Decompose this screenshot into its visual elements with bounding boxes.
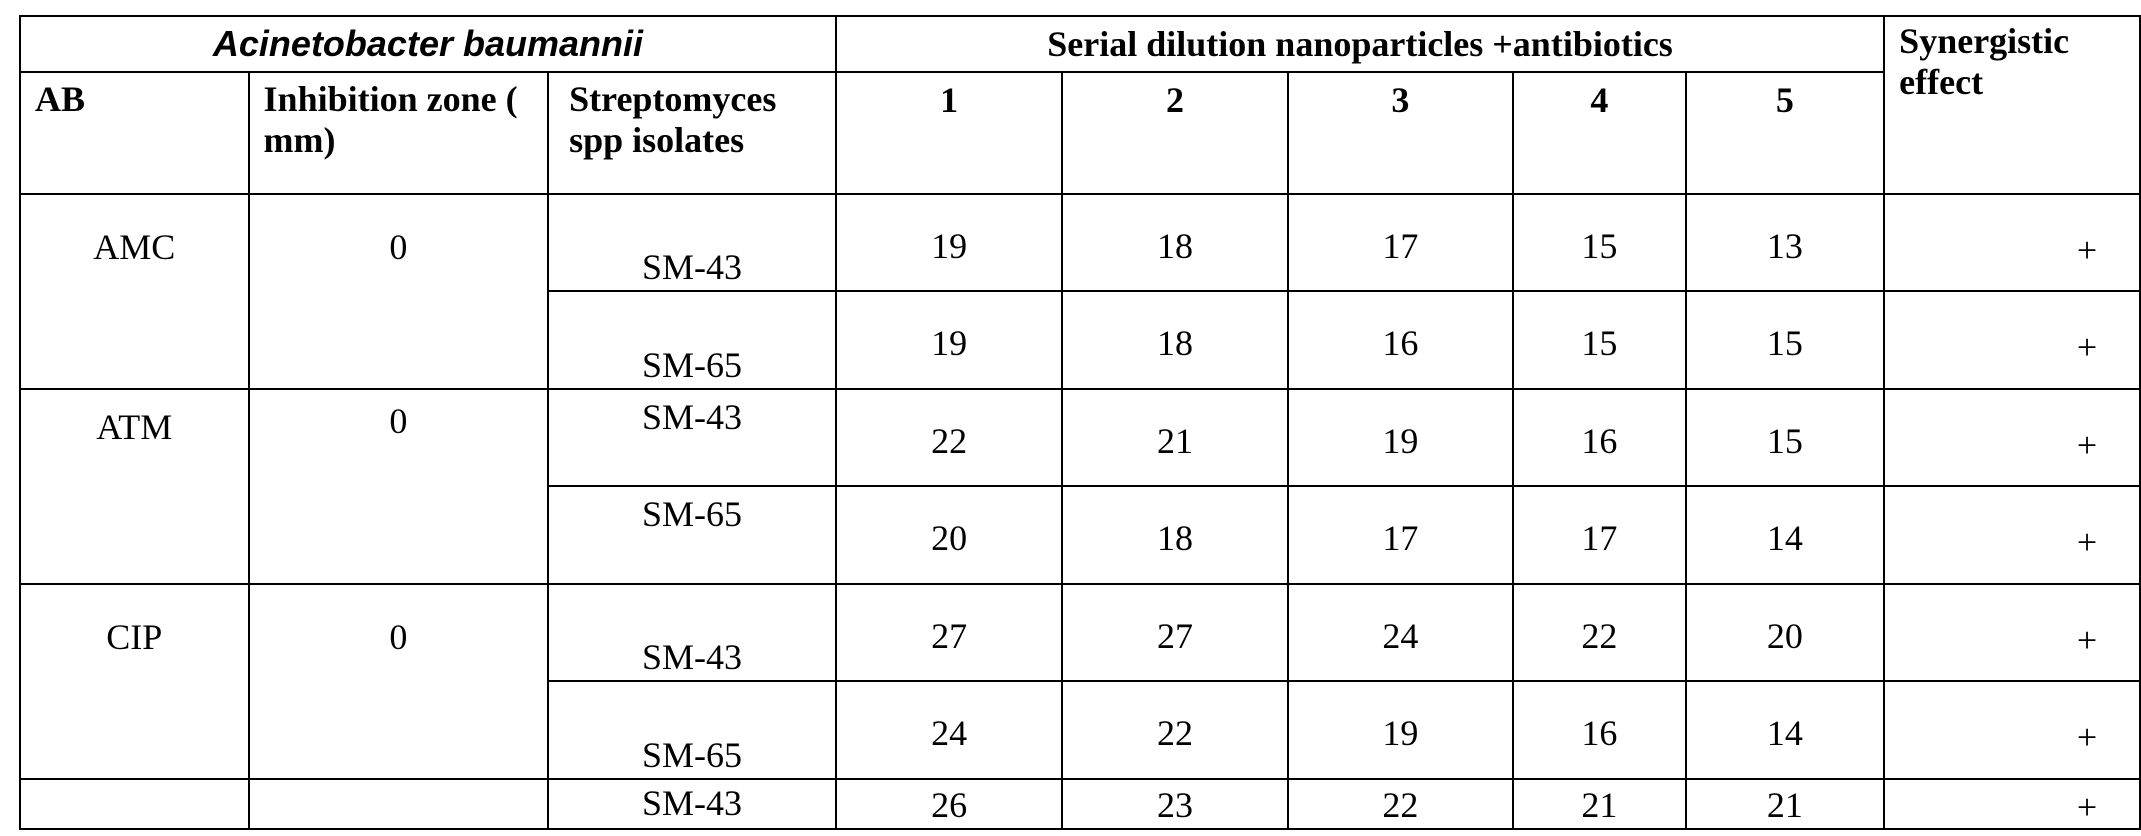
isolate-cell: SM-43	[547, 778, 837, 830]
table-row: CIP 0 SM-43 27 27 24 22 20 +	[19, 583, 2141, 780]
value-cell: 22	[834, 388, 1064, 487]
isolate-cell: SM-65	[547, 680, 837, 780]
value-cell: 27	[1061, 583, 1289, 682]
col-header-dilution-3: 3	[1286, 71, 1515, 195]
value-cell: 24	[1286, 583, 1515, 682]
antibiotic-cell	[19, 778, 250, 830]
synergy-cell: +	[1883, 193, 2141, 292]
value-cell: 15	[1512, 290, 1687, 390]
value-cell: 15	[1684, 290, 1886, 390]
dilution-group-header: Serial dilution nanoparticles +antibioti…	[834, 15, 1886, 73]
value-cell: 19	[834, 193, 1064, 292]
results-table-wrapper: Acinetobacter baumannii Serial dilution …	[19, 15, 2141, 830]
inhibition-zone-cell: 0	[247, 388, 550, 585]
value-cell: 14	[1684, 680, 1886, 780]
value-cell: 22	[1286, 778, 1515, 830]
isolate-cell: SM-65	[547, 290, 837, 390]
value-cell: 21	[1684, 778, 1886, 830]
value-cell: 18	[1061, 193, 1289, 292]
inhibition-zone-cell: 0	[247, 583, 550, 780]
value-cell: 16	[1512, 680, 1687, 780]
value-cell: 19	[1286, 388, 1515, 487]
value-cell: 22	[1061, 680, 1289, 780]
inhibition-zone-cell	[247, 778, 550, 830]
table-row: AMC 0 SM-43 19 18 17 15 13 +	[19, 193, 2141, 390]
col-header-inhibition-zone: Inhibition zone ( mm)	[247, 71, 550, 195]
synergy-cell: +	[1883, 680, 2141, 780]
value-cell: 27	[834, 583, 1064, 682]
value-cell: 19	[834, 290, 1064, 390]
value-cell: 26	[834, 778, 1064, 830]
table-row: ATM 0 SM-43 22 21 19 16 15 +	[19, 388, 2141, 585]
synergy-cell: +	[1883, 388, 2141, 487]
value-cell: 16	[1286, 290, 1515, 390]
value-cell: 17	[1286, 193, 1515, 292]
antibiotic-cell: AMC	[19, 193, 250, 390]
synergy-results-table: Acinetobacter baumannii Serial dilution …	[19, 15, 2141, 830]
synergy-header: Synergistic effect	[1883, 15, 2141, 195]
col-header-dilution-5: 5	[1684, 71, 1886, 195]
synergy-cell: +	[1883, 778, 2141, 830]
isolate-cell: SM-43	[547, 193, 837, 292]
antibiotic-cell: ATM	[19, 388, 250, 585]
table-row: SM-43 26 23 22 21 21 +	[19, 778, 2141, 830]
value-cell: 13	[1684, 193, 1886, 292]
synergy-cell: +	[1883, 485, 2141, 585]
value-cell: 19	[1286, 680, 1515, 780]
value-cell: 17	[1512, 485, 1687, 585]
value-cell: 17	[1286, 485, 1515, 585]
table-row: SM-65 20 18 17 17 14 +	[20, 485, 2141, 585]
header-row-1: Acinetobacter baumannii Serial dilution …	[19, 15, 2141, 195]
organism-header: Acinetobacter baumannii	[19, 15, 837, 73]
header-row-2: AB Inhibition zone ( mm) Streptomyces sp…	[19, 71, 2140, 195]
col-header-dilution-1: 1	[834, 71, 1064, 195]
isolate-cell: SM-43	[547, 583, 837, 682]
value-cell: 16	[1512, 388, 1687, 487]
value-cell: 21	[1512, 778, 1687, 830]
value-cell: 20	[834, 485, 1064, 585]
value-cell: 24	[834, 680, 1064, 780]
value-cell: 18	[1061, 485, 1289, 585]
value-cell: 20	[1684, 583, 1886, 682]
value-cell: 15	[1684, 388, 1886, 487]
antibiotic-cell: CIP	[19, 583, 250, 780]
value-cell: 14	[1684, 485, 1886, 585]
value-cell: 23	[1061, 778, 1289, 830]
isolate-cell: SM-65	[547, 485, 837, 585]
value-cell: 15	[1512, 193, 1687, 292]
table-row: SM-65 24 22 19 16 14 +	[20, 680, 2141, 780]
col-header-ab: AB	[19, 71, 250, 195]
col-header-isolates: Streptomyces spp isolates	[547, 71, 837, 195]
inhibition-zone-cell: 0	[247, 193, 550, 390]
table-row: SM-65 19 18 16 15 15 +	[20, 290, 2141, 390]
value-cell: 22	[1512, 583, 1687, 682]
value-cell: 18	[1061, 290, 1289, 390]
col-header-dilution-2: 2	[1061, 71, 1289, 195]
value-cell: 21	[1061, 388, 1289, 487]
synergy-cell: +	[1883, 290, 2141, 390]
synergy-cell: +	[1883, 583, 2141, 682]
col-header-dilution-4: 4	[1512, 71, 1687, 195]
isolate-cell: SM-43	[547, 388, 837, 487]
